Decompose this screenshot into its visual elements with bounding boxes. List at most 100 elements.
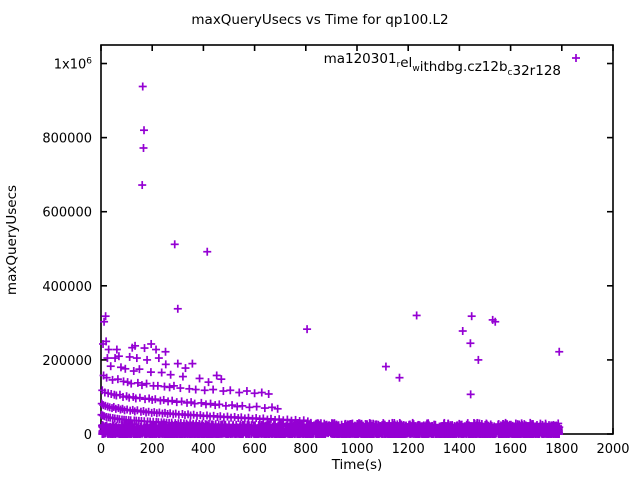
- data-point-marker: [330, 429, 339, 438]
- data-point-marker: [154, 354, 163, 363]
- x-tick-label: 1000: [340, 442, 373, 457]
- data-point-marker: [178, 422, 187, 431]
- data-point-marker: [200, 386, 209, 395]
- data-point-marker: [173, 426, 182, 435]
- data-point-marker: [99, 429, 108, 438]
- data-point-marker: [112, 345, 121, 354]
- data-point-marker: [215, 400, 224, 409]
- data-point-marker: [407, 428, 416, 437]
- data-point-marker: [236, 428, 245, 437]
- data-point-marker: [147, 339, 156, 348]
- data-point-marker: [306, 419, 315, 428]
- data-point-marker: [168, 396, 177, 405]
- data-point-marker: [373, 427, 382, 436]
- x-tick-label: 400: [191, 442, 216, 457]
- data-point-marker: [216, 412, 225, 421]
- data-point-marker: [191, 385, 200, 394]
- y-axis-label: maxQueryUsecs: [4, 185, 20, 295]
- data-point-marker: [139, 143, 148, 152]
- data-point-marker: [369, 429, 378, 438]
- data-point-marker: [540, 424, 549, 433]
- data-point-marker: [165, 383, 174, 392]
- x-tick-label: 200: [140, 442, 165, 457]
- data-point-marker: [238, 401, 247, 410]
- data-point-marker: [228, 401, 237, 410]
- x-tick-label: 1800: [545, 442, 578, 457]
- data-point-marker: [187, 398, 196, 407]
- data-point-marker: [99, 339, 108, 348]
- data-point-marker: [299, 416, 308, 425]
- data-point-marker: [185, 429, 194, 438]
- y-tick-label: 600000: [42, 206, 92, 221]
- chart-title: maxQueryUsecs vs Time for qp100.L2: [191, 12, 448, 28]
- data-point-marker: [173, 304, 182, 313]
- data-point-marker: [494, 420, 503, 429]
- data-point-marker: [527, 421, 536, 430]
- data-point-marker: [429, 427, 438, 436]
- y-tick-label: 400000: [42, 280, 92, 295]
- data-point-marker: [125, 352, 134, 361]
- data-point-marker: [521, 429, 530, 438]
- data-point-marker: [455, 419, 464, 428]
- data-point-marker: [412, 311, 421, 320]
- x-tick-label: 0: [97, 442, 105, 457]
- data-point-marker: [143, 424, 152, 433]
- data-point-marker: [555, 347, 564, 356]
- data-point-marker: [390, 419, 399, 428]
- data-point-marker: [176, 384, 185, 393]
- data-point-marker: [466, 390, 475, 399]
- data-point-marker: [409, 427, 418, 436]
- data-point-marker: [100, 317, 109, 326]
- data-point-marker: [203, 247, 212, 256]
- data-point-marker: [261, 424, 270, 433]
- data-point-marker: [121, 364, 130, 373]
- data-point-marker: [135, 393, 144, 402]
- data-point-marker: [157, 368, 166, 377]
- data-point-marker: [122, 429, 131, 438]
- data-point-marker: [133, 378, 142, 387]
- y-tick-label: 200000: [42, 354, 92, 369]
- data-point-marker: [499, 429, 508, 438]
- data-point-marker: [508, 427, 517, 436]
- data-point-marker: [483, 429, 492, 438]
- data-point-marker: [104, 423, 113, 432]
- data-point-marker: [267, 427, 276, 436]
- data-point-marker: [322, 420, 331, 429]
- data-point-marker: [290, 424, 299, 433]
- y-axis-ticks: 0 200000 400000 600000 800000 1x106: [42, 57, 613, 443]
- data-point-marker: [235, 388, 244, 397]
- data-point-marker: [140, 344, 149, 353]
- data-point-marker: [541, 425, 550, 434]
- data-point-marker: [460, 427, 469, 436]
- data-point-marker: [252, 402, 261, 411]
- data-point-marker: [113, 375, 122, 384]
- data-point-marker: [104, 345, 113, 354]
- data-point-marker: [242, 387, 251, 396]
- x-tick-label: 800: [293, 442, 318, 457]
- data-point-marker: [169, 381, 178, 390]
- data-point-marker: [257, 388, 266, 397]
- data-point-marker: [244, 413, 253, 422]
- data-point-marker: [250, 389, 259, 398]
- data-point-marker: [114, 429, 123, 438]
- data-point-marker: [264, 389, 273, 398]
- data-point-marker: [204, 378, 213, 387]
- data-point-marker: [151, 395, 160, 404]
- x-axis-ticks: 0 200 400 600 800 1000 1200 1400 1600 1800 2000: [97, 45, 630, 457]
- data-point-marker: [441, 428, 450, 437]
- data-point-marker: [188, 359, 197, 368]
- data-point-marker: [142, 379, 151, 388]
- data-point-marker: [138, 181, 147, 190]
- data-point-marker: [146, 368, 155, 377]
- data-point-marker: [116, 363, 125, 372]
- data-point-marker: [401, 429, 410, 438]
- data-point-marker: [229, 427, 238, 436]
- x-axis-label: Time(s): [331, 457, 383, 473]
- data-point-marker: [502, 423, 511, 432]
- data-point-marker: [203, 429, 212, 438]
- data-point-marker: [215, 429, 224, 438]
- data-point-marker: [446, 421, 455, 430]
- data-point-marker: [303, 325, 312, 334]
